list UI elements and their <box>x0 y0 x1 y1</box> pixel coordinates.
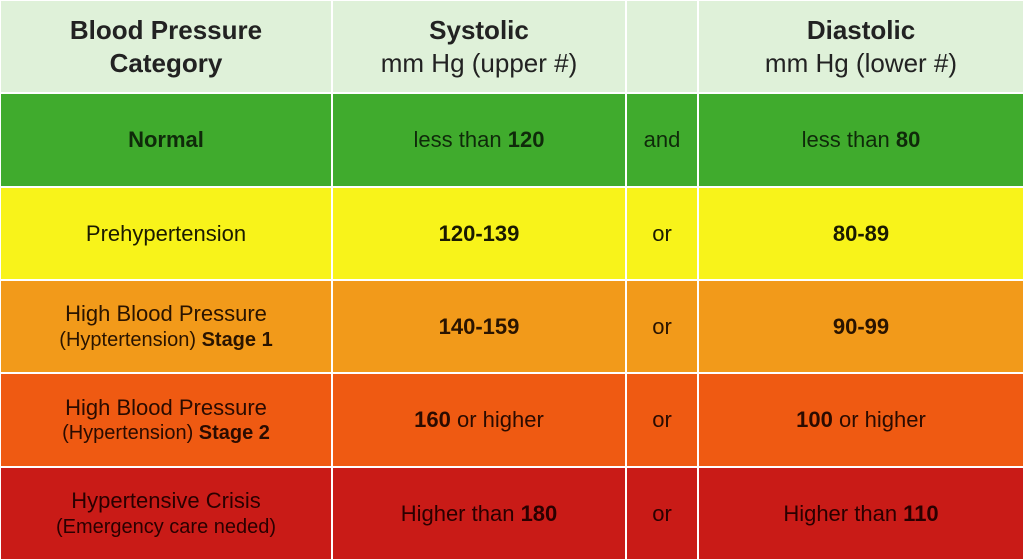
header-systolic-line1: Systolic <box>429 14 529 47</box>
header-conj-blank <box>626 0 698 93</box>
category-sub: (Emergency care neded) <box>56 515 276 540</box>
table-header-row: Blood Pressure Category Systolic mm Hg (… <box>0 0 1024 93</box>
header-systolic-line2: mm Hg (upper #) <box>381 47 578 80</box>
systolic-value: less than 120 <box>414 126 545 154</box>
cell-diastolic: less than 80 <box>698 93 1024 186</box>
category-title: Prehypertension <box>86 220 246 248</box>
cell-category: High Blood Pressure (Hypertension) Stage… <box>0 373 332 466</box>
conj-text: or <box>652 220 672 248</box>
diastolic-value: less than 80 <box>802 126 921 154</box>
cell-systolic: 140-159 <box>332 280 626 373</box>
systolic-value: Higher than 180 <box>401 500 558 528</box>
conj-text: or <box>652 313 672 341</box>
table-row: High Blood Pressure (Hyptertension) Stag… <box>0 280 1024 373</box>
cell-conj: or <box>626 373 698 466</box>
table-row: Prehypertension 120-139 or 80-89 <box>0 187 1024 280</box>
header-diastolic: Diastolic mm Hg (lower #) <box>698 0 1024 93</box>
diastolic-value: 80-89 <box>833 220 889 248</box>
cell-systolic: 120-139 <box>332 187 626 280</box>
diastolic-value: 90-99 <box>833 313 889 341</box>
cell-category: High Blood Pressure (Hyptertension) Stag… <box>0 280 332 373</box>
cell-conj: and <box>626 93 698 186</box>
conj-text: or <box>652 500 672 528</box>
systolic-value: 120-139 <box>439 220 520 248</box>
header-diastolic-line1: Diastolic <box>807 14 915 47</box>
cell-category: Hypertensive Crisis (Emergency care nede… <box>0 467 332 560</box>
category-title: Hypertensive Crisis <box>71 487 261 515</box>
category-title: High Blood Pressure <box>65 394 267 422</box>
cell-systolic: less than 120 <box>332 93 626 186</box>
systolic-value: 140-159 <box>439 313 520 341</box>
header-category-line2: Category <box>110 47 223 80</box>
cell-conj: or <box>626 280 698 373</box>
cell-systolic: Higher than 180 <box>332 467 626 560</box>
cell-systolic: 160 or higher <box>332 373 626 466</box>
table-row: High Blood Pressure (Hypertension) Stage… <box>0 373 1024 466</box>
category-title: High Blood Pressure <box>65 300 267 328</box>
table-row: Hypertensive Crisis (Emergency care nede… <box>0 467 1024 560</box>
cell-diastolic: 90-99 <box>698 280 1024 373</box>
bp-category-table: Blood Pressure Category Systolic mm Hg (… <box>0 0 1024 560</box>
cell-diastolic: Higher than 110 <box>698 467 1024 560</box>
cell-conj: or <box>626 467 698 560</box>
header-category-line1: Blood Pressure <box>70 14 262 47</box>
systolic-value: 160 or higher <box>414 406 544 434</box>
cell-category: Prehypertension <box>0 187 332 280</box>
header-category: Blood Pressure Category <box>0 0 332 93</box>
cell-diastolic: 100 or higher <box>698 373 1024 466</box>
cell-conj: or <box>626 187 698 280</box>
table-row: Normal less than 120 and less than 80 <box>0 93 1024 186</box>
cell-diastolic: 80-89 <box>698 187 1024 280</box>
category-title: Normal <box>128 126 204 154</box>
diastolic-value: Higher than 110 <box>783 500 938 528</box>
conj-text: and <box>644 126 681 154</box>
header-diastolic-line2: mm Hg (lower #) <box>765 47 957 80</box>
category-sub: (Hyptertension) Stage 1 <box>59 328 272 353</box>
category-sub: (Hypertension) Stage 2 <box>62 421 270 446</box>
header-systolic: Systolic mm Hg (upper #) <box>332 0 626 93</box>
cell-category: Normal <box>0 93 332 186</box>
conj-text: or <box>652 406 672 434</box>
diastolic-value: 100 or higher <box>796 406 926 434</box>
